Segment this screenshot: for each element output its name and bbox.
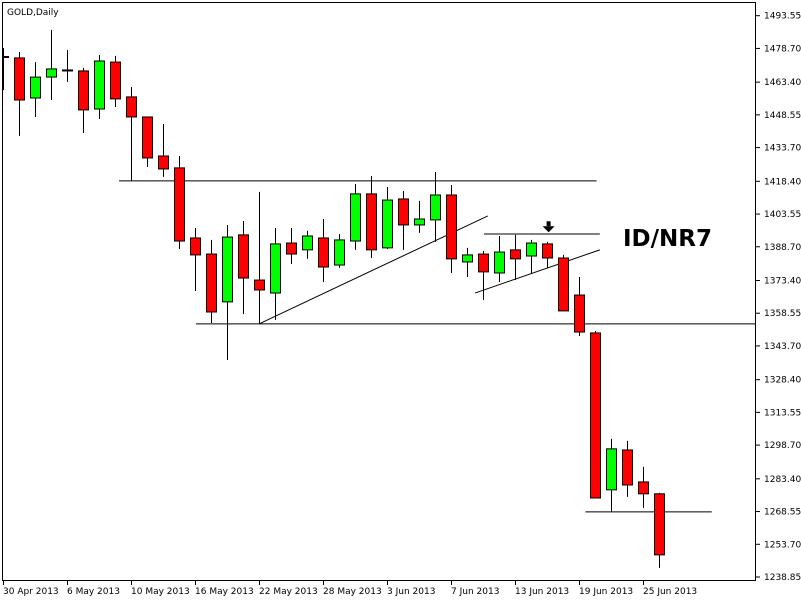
- candle-body: [126, 96, 137, 118]
- y-tick-label: 1418.40: [764, 177, 801, 187]
- candle-body: [222, 236, 233, 303]
- y-tick-label: 1253.70: [764, 540, 801, 550]
- candle-body: [382, 199, 393, 249]
- chart-title: GOLD,Daily: [7, 8, 59, 18]
- candle-body: [654, 493, 665, 556]
- candle-body: [350, 193, 361, 242]
- candle-body: [494, 251, 505, 274]
- y-tick-label: 1313.55: [764, 408, 801, 418]
- x-tick-label: 16 May 2013: [195, 587, 254, 597]
- arrow-down-icon: [542, 221, 555, 233]
- x-tick-label: 19 Jun 2013: [579, 587, 633, 597]
- candle-body: [558, 257, 569, 312]
- y-tick-label: 1478.70: [764, 44, 801, 54]
- x-tick-label: 25 Jun 2013: [643, 587, 697, 597]
- candle-body: [446, 194, 457, 260]
- trendlines: [119, 180, 755, 513]
- candle-body: [302, 235, 313, 251]
- y-tick-label: 1358.55: [764, 309, 801, 319]
- candle-body: [190, 237, 201, 256]
- candle-body: [622, 449, 633, 486]
- x-tick-label: 6 May 2013: [67, 587, 120, 597]
- x-tick-label: 13 Jun 2013: [515, 587, 569, 597]
- id-nr7-annotation: ID/NR7: [623, 226, 712, 252]
- candle-body: [14, 57, 25, 101]
- candle-body: [638, 481, 649, 495]
- y-tick-label: 1283.40: [764, 475, 801, 485]
- candle-body: [46, 68, 57, 78]
- candle-body: [574, 294, 585, 333]
- candle-body: [158, 155, 169, 170]
- candle-body: [206, 253, 217, 313]
- candle-body: [78, 70, 89, 111]
- arrow-down-head: [542, 226, 555, 233]
- y-tick-label: 1463.40: [764, 78, 801, 88]
- x-tick-label: 28 May 2013: [323, 587, 382, 597]
- candles: [3, 29, 665, 568]
- x-tick-label: 30 Apr 2013: [3, 587, 59, 597]
- x-tick-label: 7 Jun 2013: [451, 587, 499, 597]
- candle-body: [478, 253, 489, 273]
- candle-body: [238, 234, 249, 279]
- candle-body: [286, 242, 297, 255]
- candle-body: [254, 279, 265, 291]
- candle-body: [542, 243, 553, 259]
- x-tick-label: 3 Jun 2013: [387, 587, 435, 597]
- y-tick-label: 1238.85: [764, 573, 801, 583]
- candle-body: [270, 243, 281, 294]
- candle-body: [462, 254, 473, 263]
- candle-body: [334, 239, 345, 266]
- candle-body: [526, 242, 537, 257]
- x-tick-label: 22 May 2013: [259, 587, 318, 597]
- y-tick-label: 1298.70: [764, 441, 801, 451]
- y-tick-label: 1328.40: [764, 376, 801, 386]
- arrow-down-stem: [546, 221, 551, 227]
- price-axis: 1493.55 1478.70 1463.40 1448.55 1433.70 1418.…: [756, 12, 801, 583]
- x-tick-label: 10 May 2013: [131, 587, 190, 597]
- candle-body: [430, 194, 441, 221]
- candle-body: [94, 60, 105, 110]
- candle-body: [510, 249, 521, 260]
- y-tick-label: 1388.70: [764, 243, 801, 253]
- y-tick-label: 1373.40: [764, 276, 801, 286]
- candle-body: [142, 116, 153, 159]
- candle-body: [414, 218, 425, 226]
- trendline: [474, 249, 600, 294]
- y-tick-label: 1433.70: [764, 144, 801, 154]
- candle-body: [174, 167, 185, 242]
- candle-body: [590, 332, 601, 499]
- candle-body: [398, 198, 409, 226]
- y-tick-label: 1448.55: [764, 111, 801, 121]
- y-tick-label: 1493.55: [764, 12, 801, 22]
- candle-body: [366, 193, 377, 251]
- y-tick-label: 1268.55: [764, 508, 801, 518]
- time-axis: 30 Apr 2013 6 May 2013 10 May 2013 16 May 2…: [3, 581, 697, 597]
- candle-body: [606, 448, 617, 491]
- candle-body: [318, 237, 329, 268]
- candle-body: [110, 61, 121, 100]
- candle-body: [30, 76, 41, 99]
- y-tick-label: 1403.55: [764, 210, 801, 220]
- y-tick-label: 1343.70: [764, 342, 801, 352]
